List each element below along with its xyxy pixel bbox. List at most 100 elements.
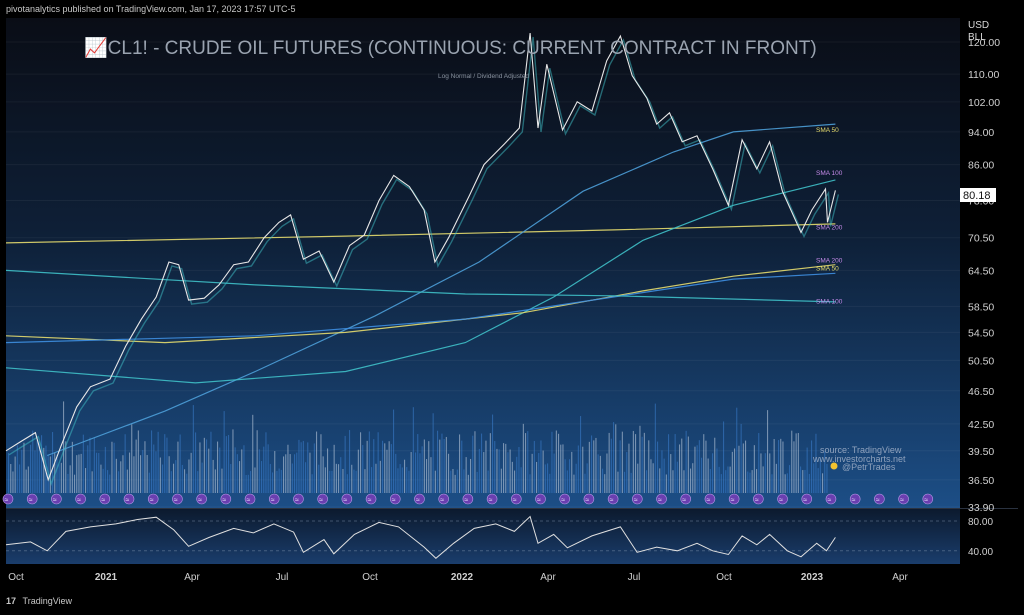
volume-bar bbox=[30, 444, 32, 493]
volume-bar bbox=[514, 470, 516, 493]
volume-bar bbox=[278, 468, 280, 493]
volume-bar bbox=[478, 448, 480, 493]
volume-bar bbox=[813, 463, 815, 493]
volume-bar bbox=[80, 453, 82, 493]
volume-bar bbox=[408, 470, 410, 493]
volume-bar bbox=[373, 439, 375, 493]
event-marker-icon bbox=[365, 493, 377, 505]
volume-bar bbox=[657, 441, 659, 493]
volume-bar bbox=[604, 474, 606, 493]
volume-bar bbox=[214, 469, 216, 493]
event-marker-glyph: ≈ bbox=[876, 497, 880, 504]
volume-bar bbox=[38, 441, 40, 493]
volume-bar bbox=[300, 442, 302, 493]
volume-bar bbox=[683, 470, 685, 493]
volume-bar bbox=[87, 445, 89, 493]
event-marker-icon bbox=[825, 493, 837, 505]
volume-bar bbox=[694, 446, 696, 493]
volume-bar bbox=[716, 448, 718, 493]
x-tick-label: Apr bbox=[540, 572, 556, 583]
volume-bar bbox=[747, 471, 749, 493]
volume-bar bbox=[641, 436, 643, 493]
volume-bar bbox=[441, 433, 443, 493]
volume-bar bbox=[472, 435, 474, 493]
volume-bar bbox=[558, 433, 560, 493]
chart-title: 📈CL1! - CRUDE OIL FUTURES (CONTINUOUS: C… bbox=[84, 36, 817, 59]
ma-end-label: SMA 100 bbox=[816, 298, 843, 305]
volume-bar bbox=[692, 463, 694, 493]
y-tick-label: 46.50 bbox=[968, 386, 994, 398]
volume-bar bbox=[43, 447, 45, 493]
volume-bar bbox=[258, 449, 260, 493]
volume-bar bbox=[36, 440, 38, 493]
x-tick-label: 2022 bbox=[451, 572, 474, 583]
footer-bar: 17 TradingView bbox=[0, 592, 1024, 610]
volume-bar bbox=[179, 434, 181, 493]
volume-bar bbox=[459, 434, 461, 493]
volume-bar bbox=[360, 432, 362, 493]
volume-bar bbox=[131, 424, 133, 493]
volume-bar bbox=[698, 440, 700, 493]
x-tick-label: Apr bbox=[892, 572, 908, 583]
event-marker-glyph: ≈ bbox=[464, 497, 468, 504]
volume-bar bbox=[599, 455, 601, 493]
price-line bbox=[5, 32, 836, 482]
volume-bar bbox=[562, 444, 564, 493]
volume-bar bbox=[276, 470, 278, 493]
volume-bar bbox=[577, 445, 579, 493]
volume-bar bbox=[349, 430, 351, 493]
volume-bar bbox=[672, 470, 674, 493]
last-price-badge: 80.18 bbox=[960, 188, 996, 202]
volume-bar bbox=[520, 467, 522, 493]
volume-bar bbox=[241, 449, 243, 493]
event-marker-glyph: ≈ bbox=[706, 497, 710, 504]
volume-bar bbox=[104, 446, 106, 493]
event-marker-icon bbox=[172, 493, 183, 505]
volume-bar bbox=[177, 441, 179, 493]
volume-bar bbox=[228, 435, 230, 493]
event-marker-glyph: ≈ bbox=[416, 497, 420, 504]
volume-bar bbox=[626, 452, 628, 493]
volume-bar bbox=[544, 464, 546, 493]
volume-bar bbox=[529, 474, 531, 493]
volume-bar bbox=[681, 438, 683, 493]
volume-bar bbox=[190, 452, 192, 493]
publish-header: pivotanalytics published on TradingView.… bbox=[0, 0, 1024, 18]
volume-bar bbox=[485, 440, 487, 493]
osc-tick-label: 40.00 bbox=[968, 547, 993, 558]
volume-bar bbox=[52, 432, 54, 493]
volume-bar bbox=[100, 464, 102, 493]
watermark-site: www.investorcharts.net bbox=[812, 454, 906, 464]
volume-bar bbox=[509, 449, 511, 493]
volume-bar bbox=[151, 430, 153, 493]
volume-bar bbox=[283, 456, 285, 493]
volume-bar bbox=[401, 467, 403, 493]
volume-bar bbox=[192, 405, 194, 493]
event-marker-glyph: ≈ bbox=[561, 497, 565, 504]
event-marker-glyph: ≈ bbox=[537, 497, 541, 504]
event-marker-glyph: ≈ bbox=[126, 497, 130, 504]
x-tick-label: Jul bbox=[628, 572, 641, 583]
volume-bar bbox=[195, 432, 197, 493]
volume-bar bbox=[571, 451, 573, 493]
event-marker-icon bbox=[26, 493, 38, 505]
volume-bar bbox=[289, 454, 291, 493]
event-marker-glyph: ≈ bbox=[222, 497, 226, 504]
volume-bar bbox=[547, 463, 549, 493]
volume-bar bbox=[511, 461, 513, 493]
y-tick-label: 54.50 bbox=[968, 327, 994, 339]
event-marker-icon bbox=[632, 493, 643, 505]
volume-bar bbox=[423, 439, 425, 493]
volume-bar bbox=[606, 453, 608, 493]
event-marker-icon bbox=[583, 493, 595, 505]
volume-bar bbox=[822, 473, 824, 493]
volume-bar bbox=[397, 468, 399, 493]
volume-bar bbox=[265, 432, 267, 493]
volume-bar bbox=[630, 472, 632, 493]
volume-bar bbox=[522, 423, 524, 493]
volume-bar bbox=[450, 470, 452, 493]
volume-bar bbox=[206, 439, 208, 493]
volume-bar bbox=[773, 439, 775, 493]
